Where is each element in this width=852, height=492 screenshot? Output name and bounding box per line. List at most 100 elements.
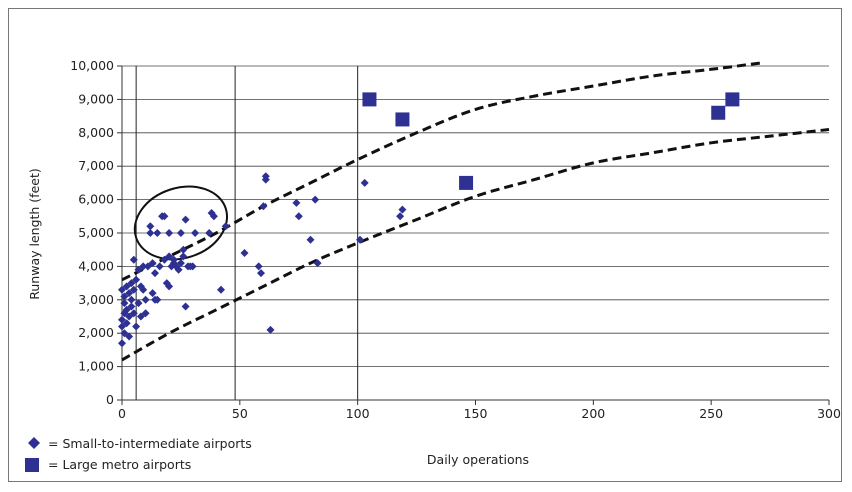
y-tick-label: 6,000: [78, 192, 114, 207]
small-airport-point: [191, 229, 200, 237]
small-airport-point: [306, 235, 315, 244]
large-airport-point: [711, 105, 726, 120]
small-airport-point: [134, 265, 143, 274]
small-airport-point: [129, 255, 138, 264]
small-airport-point: [294, 212, 303, 221]
small-airport-point: [313, 259, 322, 268]
small-airport-point: [181, 215, 190, 224]
chart-frame: 0 1,000 2,000 3,000 4,000 5,000 6,000 7,000 8,00…: [8, 8, 842, 482]
small-airport-point: [148, 259, 157, 268]
y-tick-label: 1,000: [78, 359, 114, 374]
y-tick-label: 3,000: [78, 292, 114, 307]
small-airport-point: [181, 302, 190, 311]
small-airport-point: [125, 312, 134, 321]
x-tick-label: 200: [581, 406, 605, 421]
small-airport-point: [132, 322, 141, 331]
legend-label-small: = Small-to-intermediate airports: [48, 436, 252, 451]
lower-envelope-curve: [121, 128, 830, 362]
x-tick-label: 150: [464, 406, 488, 421]
tick-labels: 0 1,000 2,000 3,000 4,000 5,000 6,000 7,000 8,00…: [70, 58, 841, 421]
upper-envelope-curve: [121, 61, 764, 282]
small-airport-point: [179, 252, 188, 261]
y-tick-label: 2,000: [78, 325, 114, 340]
legend-square-marker: [25, 458, 39, 472]
large-airport-point: [459, 175, 474, 190]
y-axis-title: Runway length (feet): [27, 168, 42, 299]
small-airport-point: [125, 289, 134, 298]
small-airport-point: [139, 285, 148, 294]
highlight-ellipse: [133, 185, 229, 261]
x-axis-title: Daily operations: [427, 452, 529, 467]
small-airport-point: [139, 262, 148, 271]
small-airport-point: [174, 265, 183, 274]
small-airport-point: [160, 212, 169, 221]
small-airport-point: [146, 222, 155, 231]
y-tick-label: 7,000: [78, 158, 114, 173]
small-airport-point: [118, 339, 126, 348]
small-airport-point: [151, 269, 159, 278]
large-airport-point: [395, 112, 410, 127]
small-airport-point: [360, 178, 369, 187]
small-airport-point: [266, 325, 275, 334]
small-airport-point: [127, 295, 136, 304]
small-airport-point: [205, 229, 214, 237]
small-airport-point: [118, 315, 126, 324]
data-points: [118, 92, 740, 348]
small-airport-point: [165, 282, 174, 291]
vertical-reference-lines: [135, 66, 359, 400]
small-airport-point: [155, 262, 164, 271]
small-airport-point: [209, 212, 218, 221]
small-airport-point: [132, 275, 141, 284]
grid-lines: [122, 65, 829, 368]
small-airport-point: [134, 299, 143, 308]
small-airport-point: [153, 229, 162, 237]
small-airport-point: [254, 262, 263, 271]
small-airport-point: [188, 262, 197, 271]
small-airport-point: [259, 202, 268, 211]
small-airport-point: [240, 249, 249, 257]
y-tick-label: 4,000: [78, 258, 114, 273]
small-airport-point: [398, 205, 407, 214]
small-airport-point: [221, 222, 230, 231]
small-airport-point: [176, 259, 185, 268]
x-tick-label: 250: [699, 406, 723, 421]
y-tick-label: 5,000: [78, 225, 114, 240]
small-airport-point: [292, 198, 301, 207]
large-airport-point: [725, 92, 740, 107]
small-airport-point: [141, 309, 150, 318]
small-airport-point: [125, 332, 134, 341]
small-airport-point: [169, 255, 178, 264]
y-tick-label: 8,000: [78, 125, 114, 140]
legend: = Small-to-intermediate airports = Large…: [25, 436, 252, 472]
legend-label-large: = Large metro airports: [48, 457, 191, 472]
scatter-chart: 0 1,000 2,000 3,000 4,000 5,000 6,000 7,000 8,00…: [25, 58, 841, 472]
small-airport-point: [176, 229, 185, 237]
small-airport-point: [160, 255, 169, 264]
small-airport-point: [146, 229, 155, 237]
small-airport-point: [129, 309, 138, 318]
x-tick-label: 0: [118, 406, 126, 421]
large-airport-point: [362, 92, 377, 107]
x-tick-label: 300: [817, 406, 841, 421]
small-airport-point: [257, 269, 265, 278]
small-airport-point: [129, 285, 138, 294]
small-airport-point: [141, 295, 150, 304]
legend-diamond-marker: [28, 437, 40, 449]
x-tick-label: 100: [346, 406, 370, 421]
small-airport-point: [396, 212, 405, 221]
small-airport-point: [217, 285, 225, 294]
small-airport-point: [120, 292, 129, 301]
small-airport-point: [148, 289, 157, 298]
small-airport-point: [118, 285, 126, 294]
y-tick-label: 0: [106, 392, 114, 407]
small-airport-point: [153, 295, 162, 304]
small-airport-point: [356, 235, 364, 244]
small-airport-point: [179, 245, 188, 254]
small-airport-point: [120, 299, 129, 308]
x-tick-label: 50: [232, 406, 248, 421]
y-tick-label: 10,000: [70, 58, 114, 73]
small-airport-point: [311, 195, 320, 204]
y-tick-label: 9,000: [78, 91, 114, 106]
envelope-curves: [121, 61, 830, 362]
small-airport-point: [261, 172, 270, 181]
